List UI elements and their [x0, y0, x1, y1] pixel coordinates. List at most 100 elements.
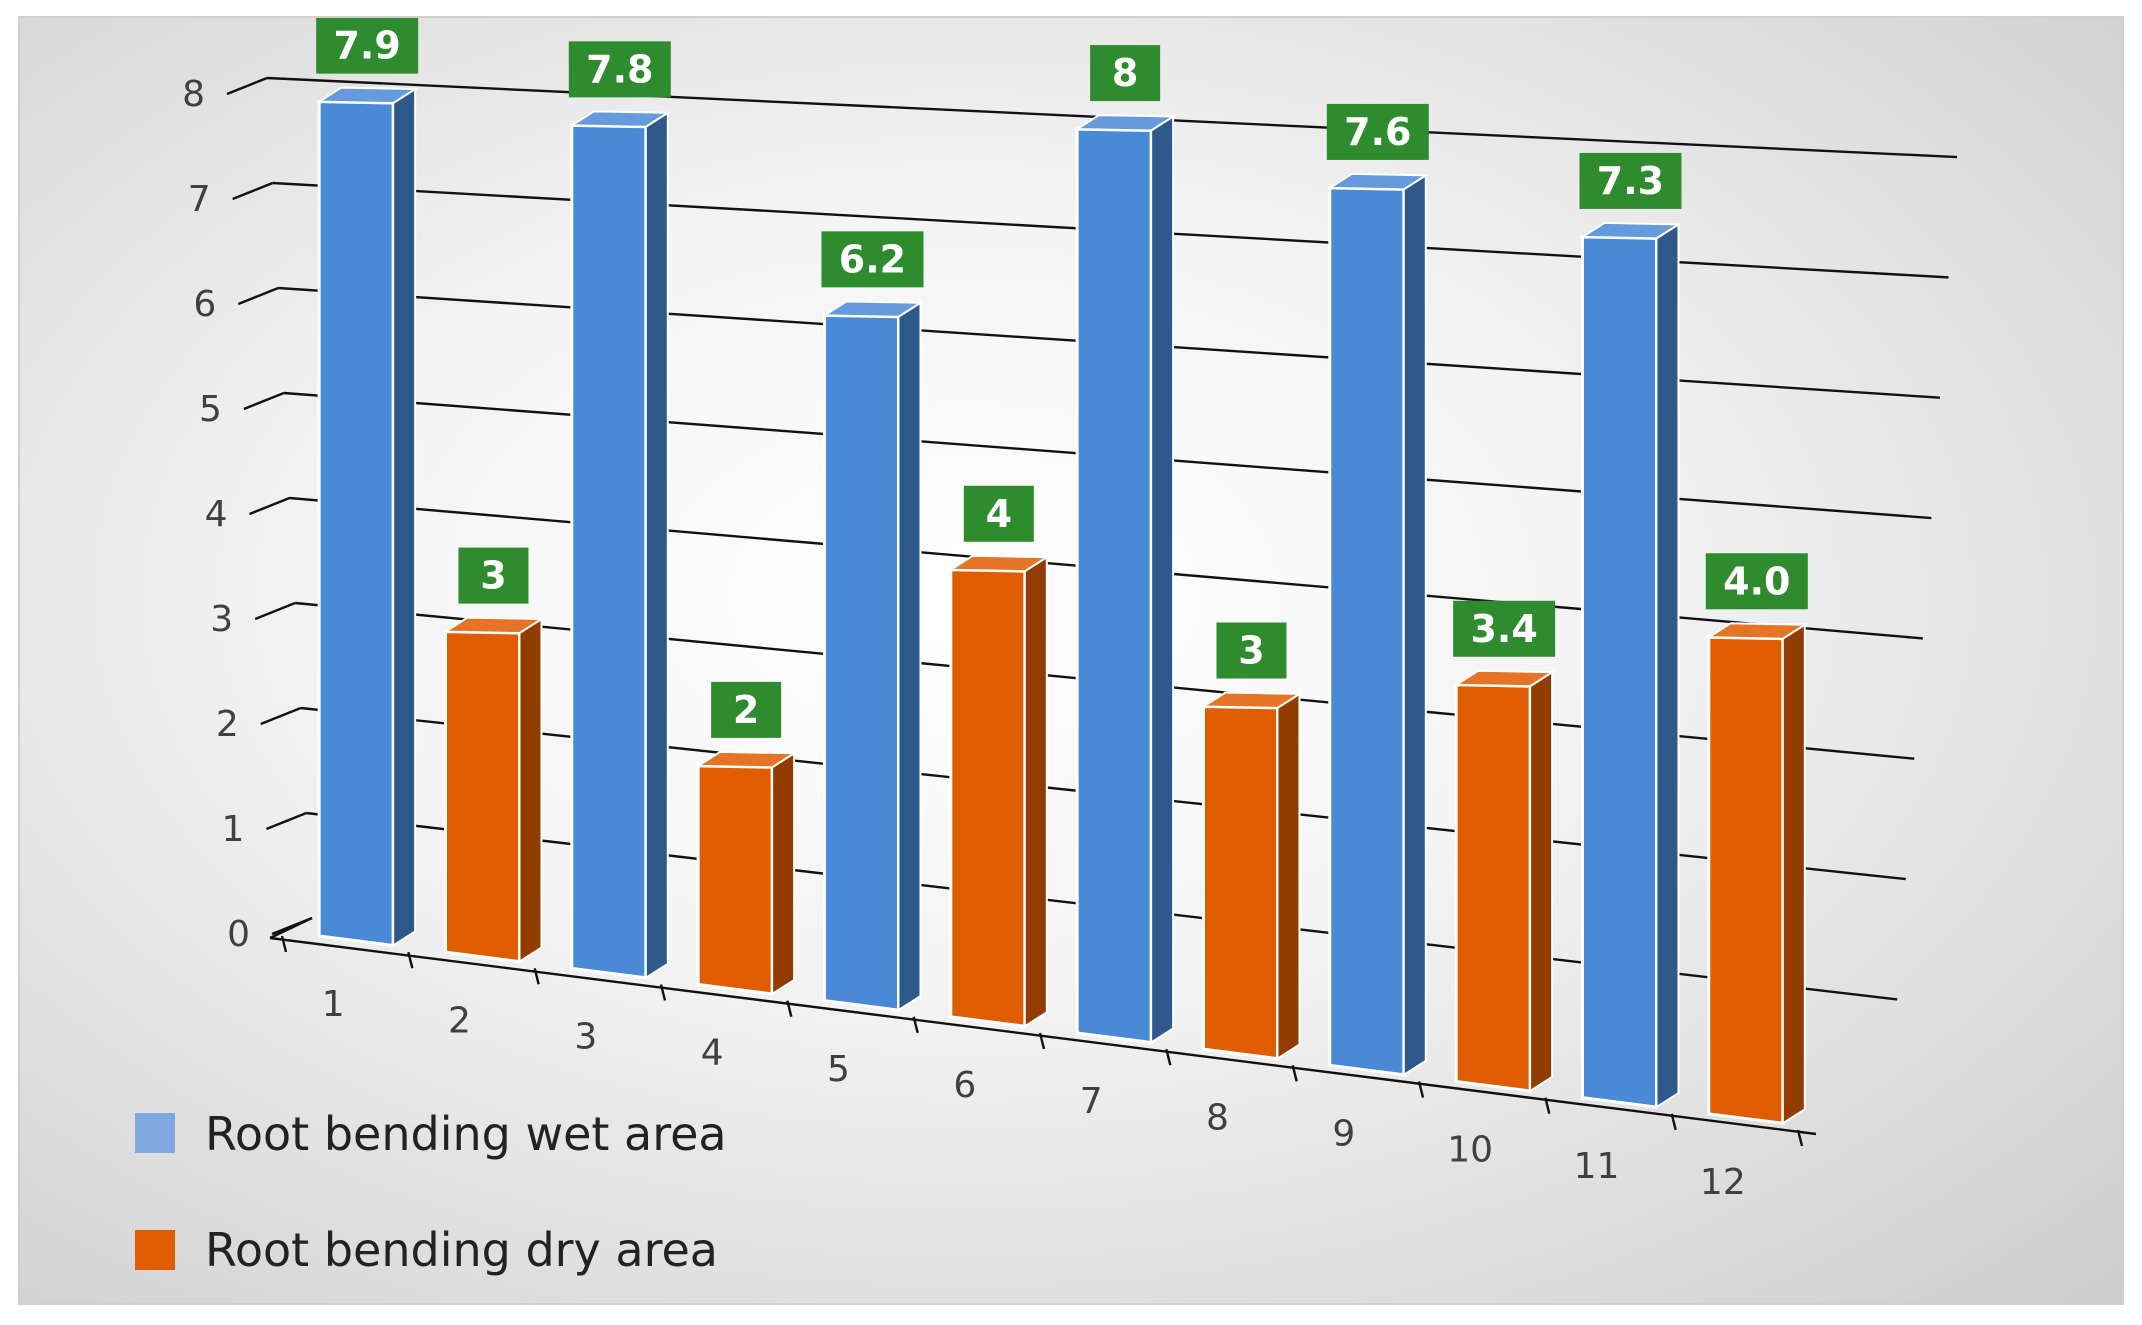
bar-top	[568, 110, 672, 128]
bar-side	[392, 87, 417, 948]
x-tick-label: 5	[827, 1049, 850, 1090]
legend-label-wet: Root bending wet area	[205, 1107, 727, 1161]
bar	[1073, 114, 1177, 1045]
data-label-text: 8	[1112, 51, 1138, 95]
data-label: 7.3	[1579, 152, 1682, 209]
x-tick-mark	[1038, 1032, 1046, 1050]
floor-left-edge	[269, 916, 313, 940]
y-tick-label: 7	[188, 179, 211, 220]
bar-top	[694, 750, 798, 769]
x-axis-line	[269, 936, 1817, 1136]
legend-item-wet: Root bending wet area	[135, 1107, 727, 1161]
bar	[1579, 221, 1682, 1109]
data-label-text: 2	[733, 688, 759, 732]
data-label-text: 4	[986, 492, 1012, 536]
data-label-text: 4.0	[1723, 559, 1790, 603]
bar	[821, 300, 924, 1012]
x-tick-mark	[1796, 1129, 1804, 1147]
bar-top	[947, 554, 1051, 573]
data-label: 3.4	[1453, 600, 1556, 657]
chart-frame: 0 1 2 3 4 5 6 7 8 1 2 3 4 5 6 7 8 9 10 11 12 7.9 3 7.8 2 6.2 4 8 3 7…	[18, 16, 2124, 1305]
x-tick-label: 1	[322, 984, 345, 1025]
bar	[1326, 172, 1430, 1077]
x-tick-mark	[1165, 1048, 1172, 1066]
data-label: 4	[963, 485, 1034, 542]
data-label-text: 7.3	[1597, 159, 1664, 203]
x-tick-mark	[1544, 1097, 1551, 1114]
data-label: 7.9	[316, 18, 419, 74]
data-label-box	[568, 41, 671, 98]
y-tick-label: 2	[216, 704, 239, 745]
bar-front	[1454, 683, 1532, 1093]
legend-swatch-dry	[135, 1230, 175, 1270]
data-label: 7.8	[568, 41, 671, 98]
bar-top	[1452, 669, 1556, 688]
data-label-box	[963, 485, 1034, 542]
data-label: 3	[1216, 622, 1287, 679]
data-label-text: 7.9	[333, 24, 400, 68]
bar	[315, 86, 419, 948]
bar	[1705, 622, 1809, 1126]
bar-top	[1200, 691, 1303, 709]
x-tick-mark	[1291, 1065, 1298, 1082]
y-tick-label: 6	[193, 284, 216, 325]
bar-front	[949, 568, 1027, 1028]
bar-front	[1328, 186, 1406, 1077]
bar-front	[1075, 127, 1153, 1045]
bar-front	[1707, 635, 1785, 1125]
legend-label-dry: Root bending dry area	[205, 1223, 718, 1277]
bar-top	[821, 300, 924, 318]
y-tick-label: 1	[221, 809, 244, 850]
bar-front	[1580, 235, 1658, 1109]
y-tick-mark	[243, 391, 285, 411]
data-label-box	[316, 18, 419, 74]
x-tick-label: 11	[1574, 1146, 1620, 1187]
bar-top	[1579, 221, 1682, 240]
data-label-box	[458, 547, 529, 604]
x-tick-label: 6	[953, 1065, 976, 1106]
data-labels: 7.9 3 7.8 2 6.2 4 8 3 7.6 3.4 7.3 4.0	[316, 18, 1808, 738]
data-label-box	[1216, 622, 1287, 679]
bars	[315, 86, 1809, 1126]
y-tick-label: 3	[210, 599, 233, 640]
y-tick-mark	[249, 496, 290, 516]
legend: Root bending wet area Root bending dry a…	[135, 1107, 727, 1277]
data-label-box	[1326, 103, 1429, 160]
data-label-box	[1090, 45, 1161, 102]
x-tick-label: 10	[1447, 1130, 1493, 1171]
data-label-text: 6.2	[839, 237, 906, 281]
x-tick-label: 8	[1206, 1097, 1229, 1138]
data-label: 7.6	[1326, 103, 1429, 160]
bar-side	[518, 617, 543, 964]
y-tick-label: 5	[199, 389, 222, 430]
bar-front	[570, 123, 648, 980]
bar-top	[442, 616, 545, 635]
bar-side	[1529, 670, 1554, 1093]
x-tick-label: 12	[1700, 1162, 1746, 1203]
x-tick-label: 4	[701, 1033, 724, 1074]
legend-item-dry: Root bending dry area	[135, 1223, 718, 1277]
bar-top	[1326, 172, 1430, 191]
x-tick-mark	[533, 968, 540, 985]
x-tick-mark	[407, 951, 414, 969]
bar-side	[897, 300, 922, 1012]
data-label-box	[711, 681, 782, 738]
data-label: 8	[1090, 45, 1161, 102]
x-tick-mark	[1417, 1081, 1425, 1098]
bar-front	[443, 630, 521, 964]
x-tick-mark	[659, 984, 667, 1001]
data-label: 2	[711, 681, 782, 738]
bar	[1200, 691, 1303, 1061]
data-label-text: 7.8	[586, 47, 653, 91]
bar	[1452, 669, 1556, 1093]
y-tick-mark	[265, 811, 307, 831]
x-tick-mark	[786, 1000, 793, 1017]
y-tick-label: 0	[227, 914, 250, 955]
data-label: 4.0	[1705, 553, 1808, 610]
bar-side	[1276, 692, 1301, 1061]
legend-swatch-wet	[135, 1113, 175, 1153]
x-tick-label: 2	[448, 1000, 471, 1041]
bar-side	[1023, 555, 1048, 1029]
bar-front	[317, 100, 395, 948]
